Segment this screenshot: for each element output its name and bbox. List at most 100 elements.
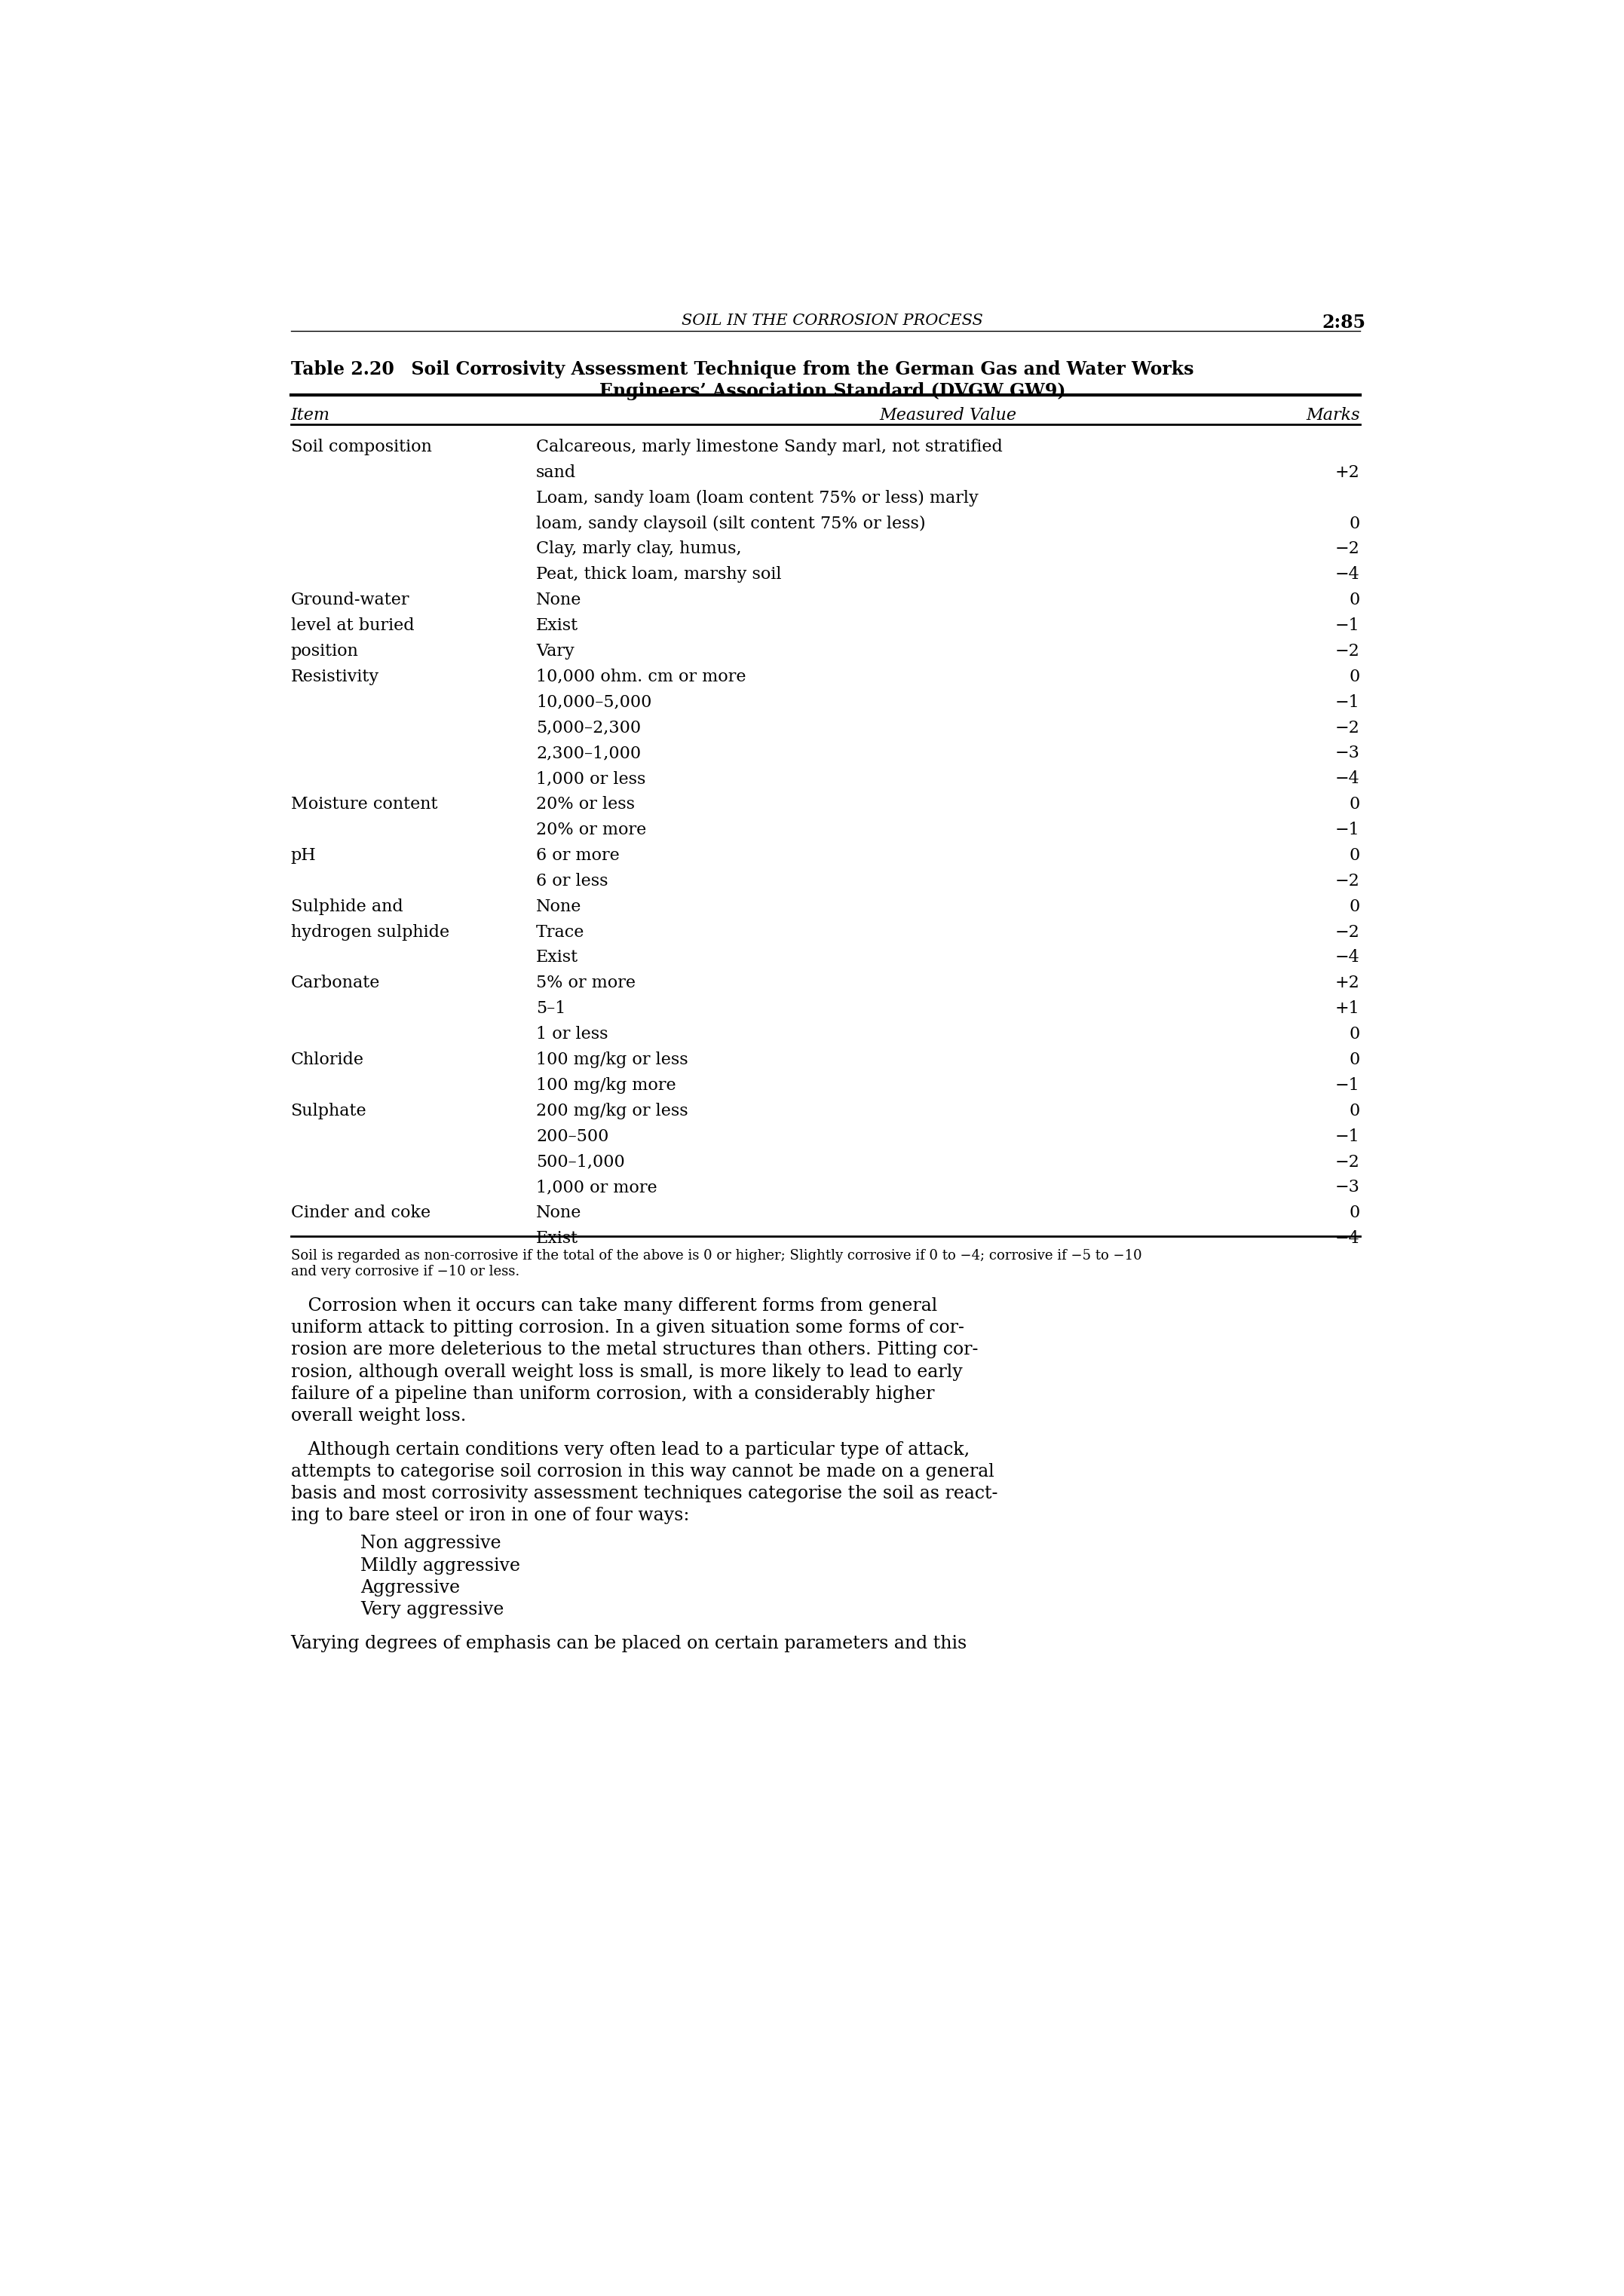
Text: 6 or less: 6 or less	[536, 872, 607, 889]
Text: 1 or less: 1 or less	[536, 1026, 607, 1042]
Text: Corrosion when it occurs can take many different forms from general: Corrosion when it occurs can take many d…	[291, 1297, 937, 1313]
Text: Carbonate: Carbonate	[291, 976, 380, 992]
Text: −4: −4	[1335, 948, 1359, 967]
Text: Cinder and coke: Cinder and coke	[291, 1205, 430, 1221]
Text: Exist: Exist	[536, 618, 578, 634]
Text: Mildly aggressive: Mildly aggressive	[361, 1557, 521, 1575]
Text: Chloride: Chloride	[291, 1052, 364, 1068]
Text: position: position	[291, 643, 359, 659]
Text: Table 2.20: Table 2.20	[291, 360, 395, 379]
Text: Ground-water: Ground-water	[291, 592, 409, 608]
Text: +2: +2	[1335, 976, 1359, 992]
Text: 5,000–2,300: 5,000–2,300	[536, 719, 641, 737]
Text: −2: −2	[1335, 1153, 1359, 1171]
Text: −3: −3	[1335, 1180, 1359, 1196]
Text: 100 mg/kg more: 100 mg/kg more	[536, 1077, 676, 1093]
Text: Exist: Exist	[536, 1231, 578, 1247]
Text: 10,000 ohm. cm or more: 10,000 ohm. cm or more	[536, 668, 745, 684]
Text: Sulphate: Sulphate	[291, 1102, 367, 1118]
Text: −2: −2	[1335, 923, 1359, 941]
Text: Trace: Trace	[536, 923, 585, 941]
Text: Exist: Exist	[536, 948, 578, 967]
Text: Non aggressive: Non aggressive	[361, 1536, 502, 1552]
Text: 0: 0	[1350, 668, 1359, 684]
Text: Clay, marly clay, humus,: Clay, marly clay, humus,	[536, 542, 742, 558]
Text: basis and most corrosivity assessment techniques categorise the soil as react-: basis and most corrosivity assessment te…	[291, 1486, 997, 1502]
Text: uniform attack to pitting corrosion. In a given situation some forms of cor-: uniform attack to pitting corrosion. In …	[291, 1320, 963, 1336]
Text: sand: sand	[536, 464, 577, 480]
Text: Item: Item	[291, 406, 330, 422]
Text: −1: −1	[1335, 1077, 1359, 1093]
Text: −2: −2	[1335, 719, 1359, 737]
Text: 500–1,000: 500–1,000	[536, 1153, 625, 1171]
Text: 2:85: 2:85	[1322, 315, 1366, 333]
Text: 0: 0	[1350, 898, 1359, 914]
Text: 5% or more: 5% or more	[536, 976, 635, 992]
Text: 1,000 or more: 1,000 or more	[536, 1180, 658, 1196]
Text: +1: +1	[1335, 1001, 1359, 1017]
Text: 100 mg/kg or less: 100 mg/kg or less	[536, 1052, 689, 1068]
Text: Engineers’ Association Standard (DVGW GW9): Engineers’ Association Standard (DVGW GW…	[599, 383, 1065, 400]
Text: None: None	[536, 898, 581, 914]
Text: 0: 0	[1350, 1102, 1359, 1118]
Text: SOIL IN THE CORROSION PROCESS: SOIL IN THE CORROSION PROCESS	[682, 315, 983, 328]
Text: rosion are more deleterious to the metal structures than others. Pitting cor-: rosion are more deleterious to the metal…	[291, 1341, 978, 1359]
Text: −4: −4	[1335, 1231, 1359, 1247]
Text: 0: 0	[1350, 592, 1359, 608]
Text: pH: pH	[291, 847, 317, 863]
Text: 10,000–5,000: 10,000–5,000	[536, 693, 651, 709]
Text: Measured Value: Measured Value	[879, 406, 1017, 422]
Text: overall weight loss.: overall weight loss.	[291, 1407, 466, 1424]
Text: 0: 0	[1350, 1052, 1359, 1068]
Text: level at buried: level at buried	[291, 618, 414, 634]
Text: Marks: Marks	[1306, 406, 1359, 422]
Text: loam, sandy claysoil (silt content 75% or less): loam, sandy claysoil (silt content 75% o…	[536, 514, 926, 533]
Text: hydrogen sulphide: hydrogen sulphide	[291, 923, 450, 941]
Text: 20% or more: 20% or more	[536, 822, 646, 838]
Text: +2: +2	[1335, 464, 1359, 480]
Text: Although certain conditions very often lead to a particular type of attack,: Although certain conditions very often l…	[291, 1442, 970, 1458]
Text: −2: −2	[1335, 542, 1359, 558]
Text: −1: −1	[1335, 1127, 1359, 1146]
Text: Soil is regarded as non-corrosive if the total of the above is 0 or higher; Slig: Soil is regarded as non-corrosive if the…	[291, 1249, 1142, 1263]
Text: −1: −1	[1335, 693, 1359, 709]
Text: attempts to categorise soil corrosion in this way cannot be made on a general: attempts to categorise soil corrosion in…	[291, 1463, 994, 1481]
Text: 2,300–1,000: 2,300–1,000	[536, 746, 641, 762]
Text: Very aggressive: Very aggressive	[361, 1600, 505, 1619]
Text: −4: −4	[1335, 771, 1359, 788]
Text: Peat, thick loam, marshy soil: Peat, thick loam, marshy soil	[536, 567, 781, 583]
Text: −4: −4	[1335, 567, 1359, 583]
Text: −1: −1	[1335, 618, 1359, 634]
Text: Resistivity: Resistivity	[291, 668, 378, 684]
Text: 0: 0	[1350, 1205, 1359, 1221]
Text: None: None	[536, 1205, 581, 1221]
Text: Varying degrees of emphasis can be placed on certain parameters and this: Varying degrees of emphasis can be place…	[291, 1635, 968, 1653]
Text: ing to bare steel or iron in one of four ways:: ing to bare steel or iron in one of four…	[291, 1506, 689, 1525]
Text: 0: 0	[1350, 1026, 1359, 1042]
Text: Sulphide and: Sulphide and	[291, 898, 403, 914]
Text: −3: −3	[1335, 746, 1359, 762]
Text: None: None	[536, 592, 581, 608]
Text: Aggressive: Aggressive	[361, 1580, 460, 1596]
Text: Calcareous, marly limestone Sandy marl, not stratified: Calcareous, marly limestone Sandy marl, …	[536, 439, 1002, 455]
Text: 6 or more: 6 or more	[536, 847, 619, 863]
Text: −1: −1	[1335, 822, 1359, 838]
Text: 0: 0	[1350, 797, 1359, 813]
Text: Vary: Vary	[536, 643, 575, 659]
Text: −2: −2	[1335, 872, 1359, 889]
Text: Moisture content: Moisture content	[291, 797, 437, 813]
Text: Loam, sandy loam (loam content 75% or less) marly: Loam, sandy loam (loam content 75% or le…	[536, 489, 978, 507]
Text: Soil Corrosivity Assessment Technique from the German Gas and Water Works: Soil Corrosivity Assessment Technique fr…	[400, 360, 1194, 379]
Text: 0: 0	[1350, 514, 1359, 533]
Text: 200 mg/kg or less: 200 mg/kg or less	[536, 1102, 689, 1118]
Text: 200–500: 200–500	[536, 1127, 609, 1146]
Text: 20% or less: 20% or less	[536, 797, 635, 813]
Text: 1,000 or less: 1,000 or less	[536, 771, 646, 788]
Text: −2: −2	[1335, 643, 1359, 659]
Text: rosion, although overall weight loss is small, is more likely to lead to early: rosion, although overall weight loss is …	[291, 1364, 963, 1380]
Text: 0: 0	[1350, 847, 1359, 863]
Text: failure of a pipeline than uniform corrosion, with a considerably higher: failure of a pipeline than uniform corro…	[291, 1384, 934, 1403]
Text: Soil composition: Soil composition	[291, 439, 432, 455]
Text: and very corrosive if −10 or less.: and very corrosive if −10 or less.	[291, 1265, 520, 1279]
Text: 5–1: 5–1	[536, 1001, 565, 1017]
